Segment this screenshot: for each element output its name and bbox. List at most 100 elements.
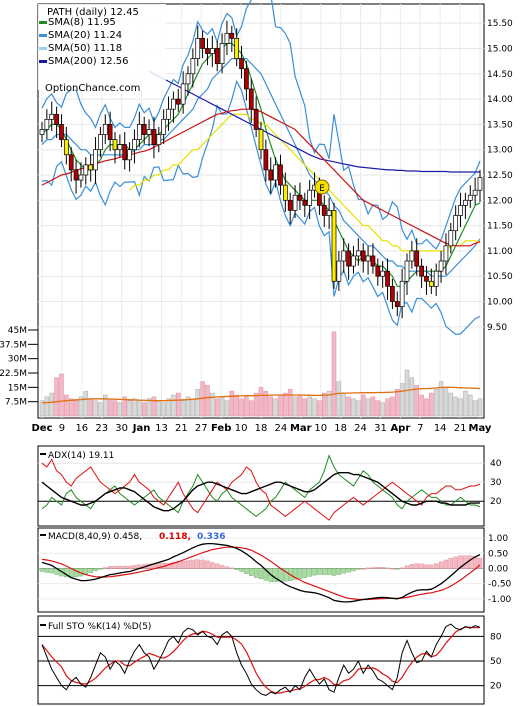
macd-histogram-bar bbox=[365, 567, 371, 569]
candle-body bbox=[117, 144, 123, 151]
price-tick-label: 15.00 bbox=[487, 44, 513, 54]
candle-body bbox=[141, 124, 147, 135]
volume-bar bbox=[317, 400, 322, 417]
volume-bar bbox=[322, 392, 327, 417]
volume-bar bbox=[297, 394, 303, 417]
macd-histogram-bar bbox=[361, 568, 366, 570]
macd-histogram-bar bbox=[395, 568, 400, 570]
macd-histogram-bar bbox=[39, 568, 45, 572]
price-tick-label: 14.00 bbox=[487, 95, 513, 105]
candle-body bbox=[360, 250, 366, 262]
macd-histogram-bar bbox=[49, 568, 54, 574]
volume-bar bbox=[49, 392, 54, 417]
macd-histogram-bar bbox=[434, 563, 439, 569]
volume-bar bbox=[180, 400, 186, 417]
x-tick-label: 18 bbox=[255, 423, 268, 434]
macd-histogram-bar bbox=[283, 568, 288, 582]
macd-histogram-bar bbox=[419, 563, 424, 569]
volume-bar bbox=[360, 394, 366, 417]
volume-bar bbox=[424, 398, 429, 417]
candle-body bbox=[209, 48, 215, 54]
macd-histogram-bar bbox=[73, 568, 79, 577]
macd-histogram-bar bbox=[127, 565, 132, 569]
macd-histogram-bar bbox=[190, 559, 196, 569]
volume-bar bbox=[458, 398, 463, 417]
volume-tick-label: 37.5M bbox=[0, 340, 27, 350]
macd-signal-line bbox=[41, 546, 481, 601]
volume-bar bbox=[283, 392, 288, 417]
candle-body bbox=[438, 260, 444, 272]
candle-body bbox=[258, 129, 264, 151]
candle-body bbox=[472, 189, 478, 196]
tick-labels: 15.50 15.00 14.50 14.00 13.50 13.00 12.50 12.00… bbox=[0, 19, 513, 691]
macd-histogram-bar bbox=[112, 566, 118, 569]
candle-body bbox=[268, 169, 274, 181]
macd-label-marker bbox=[40, 534, 46, 536]
macd-label-hist: 0.336 bbox=[197, 532, 225, 542]
candle-body bbox=[175, 98, 181, 105]
candle-body bbox=[219, 43, 225, 65]
volume-tick-label: 45M bbox=[8, 326, 27, 336]
candle-body bbox=[146, 129, 152, 135]
volume-bar bbox=[93, 400, 98, 417]
x-tick-label: 24 bbox=[275, 423, 288, 434]
candle-body bbox=[390, 285, 395, 302]
x-tick-label: 23 bbox=[95, 423, 108, 434]
candle-body bbox=[336, 260, 342, 282]
candle-body bbox=[244, 68, 249, 90]
x-tick-label: 31 bbox=[374, 423, 387, 434]
macd-histogram-bar bbox=[443, 559, 449, 569]
volume-bar bbox=[68, 398, 74, 417]
watermark-text: OptionChance.com bbox=[45, 83, 140, 94]
candle-body bbox=[88, 164, 94, 171]
volume-bar bbox=[312, 398, 317, 417]
price-tick-label: 13.00 bbox=[487, 146, 513, 156]
volume-bar bbox=[365, 398, 371, 417]
x-tick-label: Mar bbox=[290, 423, 312, 434]
x-tick-label: 21 bbox=[175, 423, 188, 434]
candle-body bbox=[341, 250, 347, 262]
macd-label-main: MACD(8,40,9) 0.458, bbox=[48, 532, 142, 542]
adx-tick-label: 40 bbox=[490, 459, 502, 469]
volume-bar bbox=[263, 390, 269, 417]
volume-bar bbox=[258, 387, 264, 417]
candle-body bbox=[234, 38, 240, 59]
average-volume-line bbox=[42, 386, 481, 404]
candle-body bbox=[404, 260, 410, 282]
candle-body bbox=[370, 255, 376, 267]
candle-body bbox=[102, 124, 108, 135]
volume-bar bbox=[166, 398, 171, 417]
candle-body bbox=[414, 250, 420, 267]
candle-body bbox=[253, 108, 259, 130]
macd-histogram-bar bbox=[88, 568, 93, 573]
candle-body bbox=[44, 118, 50, 130]
sto-panel-frame bbox=[37, 615, 485, 705]
macd-histogram-bar bbox=[98, 568, 103, 570]
price-tick-label: 11.00 bbox=[487, 247, 513, 257]
macd-line bbox=[41, 542, 481, 603]
volume-bar bbox=[287, 388, 293, 417]
volume-bar bbox=[370, 396, 376, 417]
candle-body bbox=[229, 32, 235, 39]
volume-bar bbox=[244, 396, 249, 417]
legend-swatch bbox=[39, 60, 47, 63]
volume-tick-label: 30M bbox=[8, 355, 27, 365]
macd-tick-label: 0.00 bbox=[488, 564, 508, 574]
adx-tick-label: 30 bbox=[490, 478, 502, 488]
price-tick-label: 12.50 bbox=[487, 171, 513, 181]
volume-bar bbox=[341, 392, 346, 417]
volume-bar bbox=[433, 388, 439, 417]
candle-body bbox=[63, 139, 69, 156]
volume-bar bbox=[112, 400, 118, 417]
legend-swatch bbox=[39, 47, 47, 50]
macd-histogram-bar bbox=[234, 568, 239, 570]
candle-body bbox=[453, 215, 459, 232]
macd-histogram-bar bbox=[278, 568, 283, 582]
volume-bar bbox=[156, 400, 162, 417]
volume-bar bbox=[278, 394, 283, 417]
macd-histogram-bar bbox=[336, 568, 342, 575]
macd-histogram-bar bbox=[244, 568, 249, 574]
sto-label-marker bbox=[40, 624, 46, 626]
sma-line-2 bbox=[129, 113, 481, 252]
volume-bar bbox=[375, 400, 381, 417]
